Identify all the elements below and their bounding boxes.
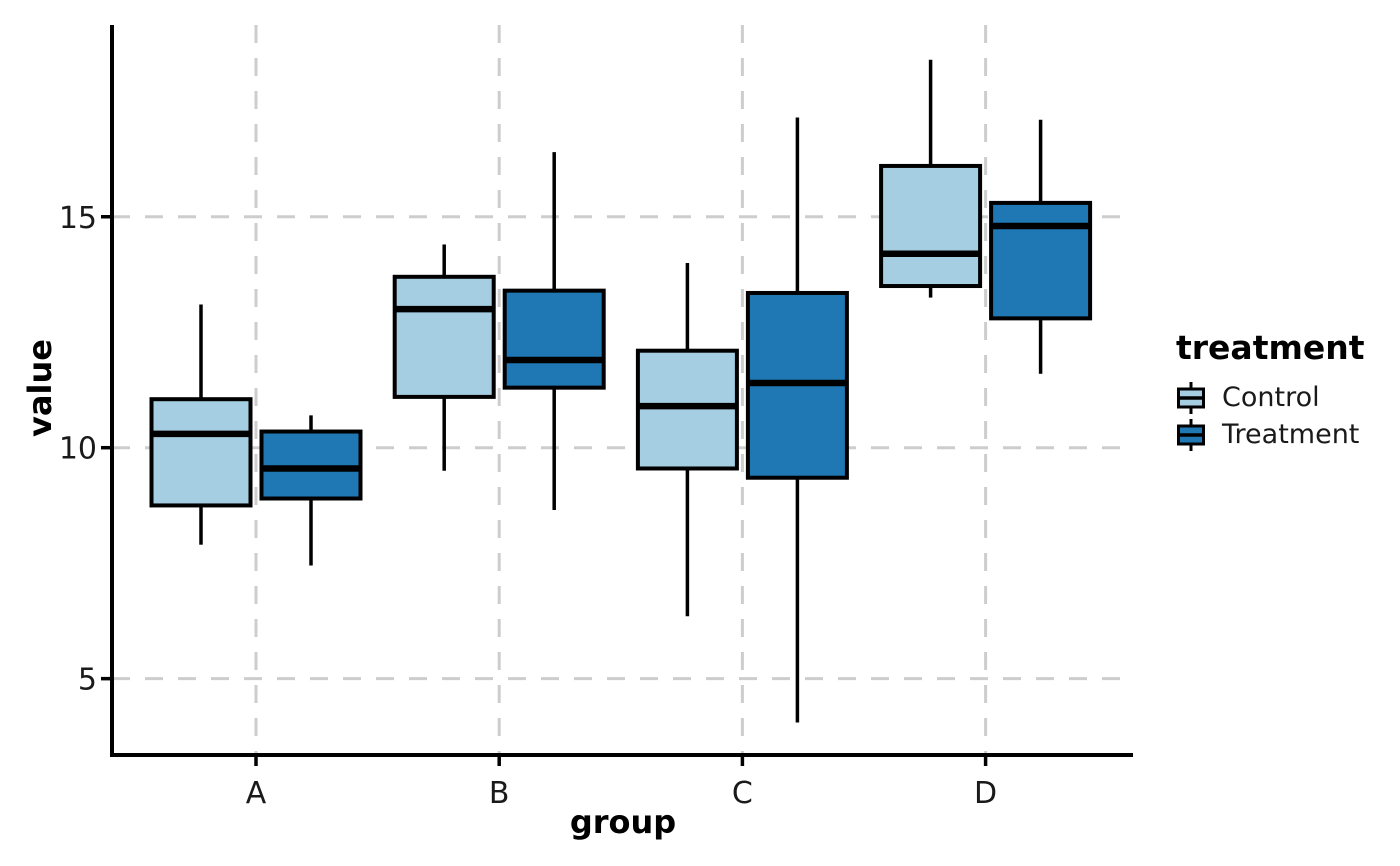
box-Control-B — [392, 274, 496, 399]
y-tick-label-10: 10 — [59, 432, 97, 467]
legend: treatment Control Treatment — [1176, 328, 1365, 453]
box-Control-D — [879, 163, 983, 289]
box-Control-A — [149, 397, 253, 508]
box-Treatment-D — [989, 200, 1093, 321]
x-axis-title: group — [569, 803, 677, 841]
legend-item-control: Control — [1176, 379, 1365, 416]
y-axis-title: value — [21, 339, 59, 437]
x-tick-label-B: B — [489, 776, 510, 811]
y-tick-label-5: 5 — [78, 663, 97, 698]
x-tick-label-D: D — [974, 776, 997, 811]
boxplot-key-treatment-icon — [1177, 418, 1205, 451]
legend-label-control: Control — [1222, 382, 1320, 413]
legend-label-treatment: Treatment — [1222, 419, 1360, 450]
legend-item-treatment: Treatment — [1176, 416, 1365, 453]
legend-title: treatment — [1176, 328, 1365, 367]
y-tick-label-15: 15 — [59, 201, 97, 236]
box-Treatment-B — [502, 288, 606, 390]
x-tick-label-C: C — [732, 776, 753, 811]
x-tick-label-A: A — [246, 776, 267, 811]
box-Control-C — [635, 348, 739, 471]
box-Treatment-A — [259, 429, 363, 501]
boxplot-key-control-icon — [1177, 381, 1205, 414]
